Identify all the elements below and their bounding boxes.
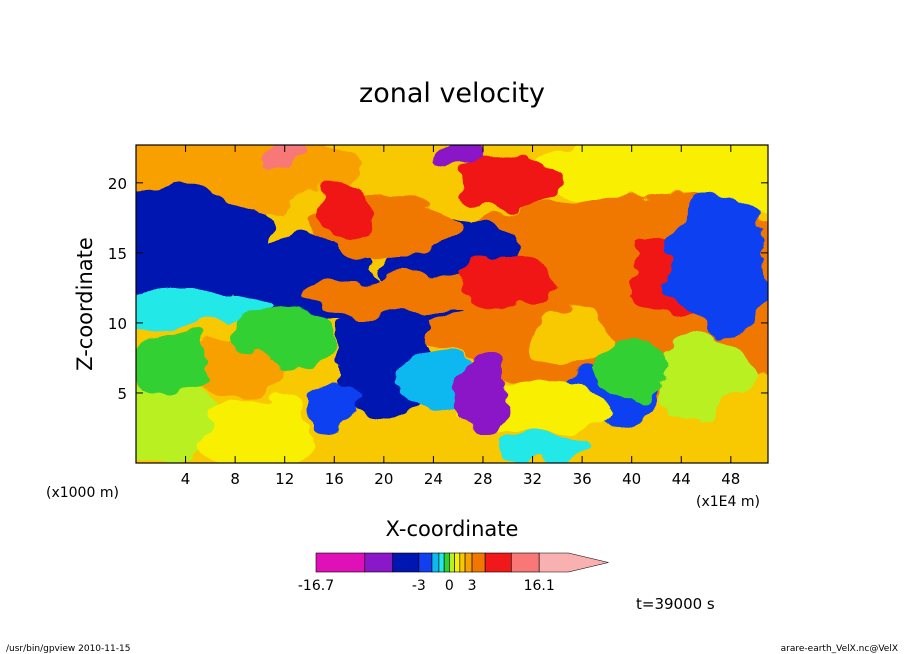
y-unit-label: (x1000 m) xyxy=(46,485,119,501)
velocity-contour-region xyxy=(321,182,372,239)
x-axis-label: X-coordinate xyxy=(386,517,519,541)
colorbar-bin xyxy=(364,552,394,573)
colorbar-bin xyxy=(459,552,466,573)
colorbar-bin xyxy=(315,552,366,573)
velocity-contour-region xyxy=(458,350,508,435)
velocity-contour-region xyxy=(136,287,273,330)
colorbar-bin xyxy=(392,552,420,573)
colorbar-bin xyxy=(454,552,461,573)
y-tick-label: 10 xyxy=(108,315,127,333)
velocity-contour-region xyxy=(544,145,768,211)
velocity-contour-region xyxy=(136,378,223,463)
footer-right: arare-earth_VelX.nc@VelX xyxy=(781,644,898,654)
x-tick-label: 48 xyxy=(721,470,740,488)
colorbar-tick-label: -16.7 xyxy=(298,578,334,594)
velocity-contour-region xyxy=(136,336,211,393)
time-label: t=39000 s xyxy=(636,595,715,613)
velocity-contour-region xyxy=(433,145,483,169)
chart-title: zonal velocity xyxy=(359,78,545,109)
colorbar-bin xyxy=(484,552,512,573)
x-tick-label: 32 xyxy=(523,470,542,488)
velocity-contour-region xyxy=(458,252,558,309)
y-tick-label: 20 xyxy=(108,175,127,193)
x-tick-label: 28 xyxy=(473,470,492,488)
colorbar-arrow xyxy=(538,552,609,573)
x-tick-label: 20 xyxy=(374,470,393,488)
x-tick-label: 4 xyxy=(181,470,191,488)
colorbar-bin xyxy=(431,552,440,573)
velocity-field xyxy=(136,145,768,463)
colorbar-bin xyxy=(471,552,486,573)
velocity-contour-region xyxy=(210,392,310,463)
colorbar-tick-label: 3 xyxy=(468,578,477,594)
velocity-contour-region xyxy=(458,154,558,211)
colorbar-tick-label: 0 xyxy=(445,578,454,594)
colorbar-tick-label: -3 xyxy=(412,578,426,594)
x-tick-label: 36 xyxy=(573,470,592,488)
velocity-contour-region xyxy=(309,273,508,316)
colorbar-bin xyxy=(443,552,450,573)
colorbar-bin xyxy=(449,552,455,573)
velocity-contour-region xyxy=(396,350,471,407)
colorbar-tick-labels: -16.7 -3 0 3 16.1 xyxy=(298,578,555,594)
colorbar-bin xyxy=(438,552,445,573)
velocity-contour-region xyxy=(532,308,607,365)
footer-left: /usr/bin/gpview 2010-11-15 xyxy=(6,644,130,654)
y-axis-label: Z-coordinate xyxy=(73,237,97,371)
x-tick-label: 24 xyxy=(424,470,443,488)
x-tick-label: 40 xyxy=(622,470,641,488)
colorbar-bin xyxy=(464,552,473,573)
x-tick-label: 8 xyxy=(230,470,240,488)
velocity-contour-region xyxy=(259,145,310,169)
x-tick-label: 44 xyxy=(672,470,691,488)
x-tick-label: 16 xyxy=(325,470,344,488)
x-unit-label: (x1E4 m) xyxy=(696,494,760,510)
plot-area xyxy=(136,145,768,463)
colorbar-bin xyxy=(510,552,540,573)
y-tick-label: 5 xyxy=(117,385,127,403)
velocity-contour-region xyxy=(495,434,595,463)
y-axis-ticks: 5 10 15 20 xyxy=(108,175,768,403)
x-axis-ticks: 4 8 12 16 20 24 28 32 36 40 44 48 xyxy=(181,145,740,488)
velocity-contour-region xyxy=(235,308,335,365)
x-tick-label: 12 xyxy=(275,470,294,488)
colorbar xyxy=(315,552,609,573)
colorbar-bin xyxy=(418,552,433,573)
y-tick-label: 15 xyxy=(108,245,127,263)
velocity-contour-region xyxy=(706,392,768,449)
plot-frame xyxy=(135,144,769,464)
velocity-contour-region xyxy=(668,196,768,337)
colorbar-tick-label: 16.1 xyxy=(524,578,555,594)
velocity-contour-region xyxy=(309,378,360,435)
velocity-contour-region xyxy=(520,210,645,323)
velocity-contour-region xyxy=(594,336,669,393)
